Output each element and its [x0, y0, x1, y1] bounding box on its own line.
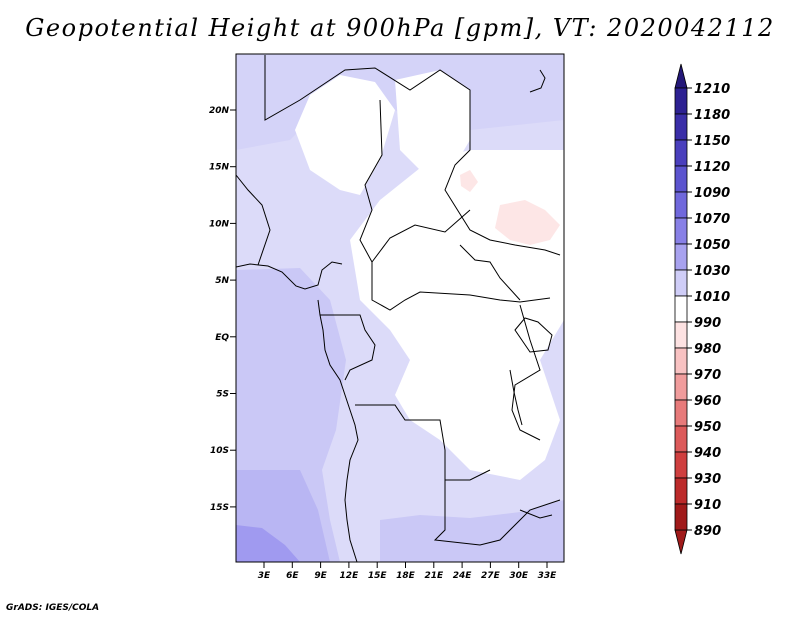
colorbar-level-label: 960	[694, 394, 721, 409]
lat-tick-label: 5S	[216, 390, 229, 400]
border-angola-drc	[355, 404, 491, 481]
colorbar-segment	[674, 217, 688, 245]
border-zambia	[433, 480, 561, 546]
map-frame	[235, 53, 565, 563]
colorbar-segment	[674, 399, 688, 427]
lon-tick-label: 9E	[314, 571, 327, 581]
lake-victoria	[514, 317, 553, 353]
map-title: Geopotential Height at 900hPa [gpm], VT:…	[25, 14, 775, 42]
boundaries	[236, 55, 561, 562]
border-chad-car	[359, 99, 551, 311]
lat-tick-label: 10S	[210, 446, 229, 456]
coastline-guinea	[236, 261, 343, 290]
colorbar-level-label: 970	[694, 368, 721, 383]
height-field	[236, 54, 564, 562]
colorbar-segment	[674, 243, 688, 271]
lake-kariba	[519, 509, 553, 519]
colorbar-level-label: 950	[694, 420, 721, 435]
colorbar-level-label: 1180	[694, 108, 730, 123]
lon-tick-label: 27E	[481, 571, 501, 581]
colorbar-segment	[674, 503, 688, 531]
lake-tanganyika	[509, 369, 523, 426]
colorbar-level-label: 1030	[694, 264, 730, 279]
grads-credit: GrADS: IGES/COLA	[6, 603, 100, 613]
colorbar-level-label: 1070	[694, 212, 730, 227]
colorbar-level-label: 890	[694, 524, 721, 539]
colorbar-legend: 1210 1180 1150 1120 1090 1070 1050 1030 1010 990 9…	[674, 63, 730, 555]
colorbar-bottom-arrow	[674, 529, 688, 555]
lon-tick-label: 15E	[368, 571, 388, 581]
lon-tick-label: 21E	[424, 571, 444, 581]
colorbar-segment	[674, 139, 688, 167]
field-990-sahara	[295, 75, 395, 195]
field-990-north-central	[395, 70, 470, 170]
colorbar-segment	[674, 269, 688, 297]
coastline-west	[317, 299, 359, 562]
border-gabon-congo	[320, 314, 376, 381]
border-south-sudan	[459, 244, 521, 301]
lon-tick-label: 30E	[509, 571, 529, 581]
colorbar-level-label: 1090	[694, 186, 730, 201]
border-sahara	[264, 55, 471, 121]
colorbar-segment	[674, 165, 688, 193]
field-1070-southwest	[236, 525, 300, 562]
colorbar-level-label: 1120	[694, 160, 730, 175]
colorbar-level-label: 940	[694, 446, 721, 461]
colorbar-level-label: 980	[694, 342, 721, 357]
latitude-axis: 20N 15N 10N 5N EQ 5S 10S 15S	[209, 106, 236, 513]
colorbar-level-label: 1010	[694, 290, 730, 305]
colorbar-segment	[674, 113, 688, 141]
longitude-axis: 3E 6E 9E 12E 15E 18E 21E 24E 27E 30E 33E	[258, 562, 557, 581]
colorbar-level-label: 1050	[694, 238, 730, 253]
border-sudan	[444, 90, 561, 256]
lon-tick-label: 33E	[538, 571, 558, 581]
lat-tick-label: EQ	[215, 333, 229, 343]
field-980-patch	[460, 170, 478, 192]
red-sea-coast	[529, 69, 546, 93]
lon-tick-label: 6E	[286, 571, 299, 581]
colorbar-level-label: 1210	[694, 82, 730, 97]
colorbar-segment	[674, 295, 688, 323]
lat-tick-label: 20N	[209, 106, 230, 116]
colorbar-segment	[674, 477, 688, 505]
lat-tick-label: 15N	[209, 163, 230, 173]
lat-tick-label: 15S	[210, 503, 229, 513]
colorbar-level-label: 910	[694, 498, 721, 513]
colorbar-segment	[674, 425, 688, 453]
border-car	[371, 209, 471, 263]
colorbar-level-label: 990	[694, 316, 721, 331]
colorbar-level-label: 930	[694, 472, 721, 487]
lon-tick-label: 12E	[340, 571, 360, 581]
colorbar-segment	[674, 321, 688, 349]
lat-tick-label: 5N	[215, 276, 229, 286]
colorbar-level-label: 1150	[694, 134, 730, 149]
field-1030-south	[380, 500, 564, 562]
colorbar-segment	[674, 347, 688, 375]
field-980-sudan	[495, 200, 560, 245]
colorbar-segment	[674, 373, 688, 401]
lon-tick-label: 24E	[453, 571, 473, 581]
border-east-africa	[511, 304, 541, 441]
lon-tick-label: 3E	[258, 571, 271, 581]
border-west-africa	[236, 174, 271, 266]
colorbar-segment	[674, 87, 688, 115]
lon-tick-label: 18E	[396, 571, 416, 581]
colorbar-top-arrow	[674, 63, 688, 89]
colorbar-segment	[674, 451, 688, 479]
lat-tick-label: 10N	[209, 219, 230, 229]
colorbar-segment	[674, 191, 688, 219]
